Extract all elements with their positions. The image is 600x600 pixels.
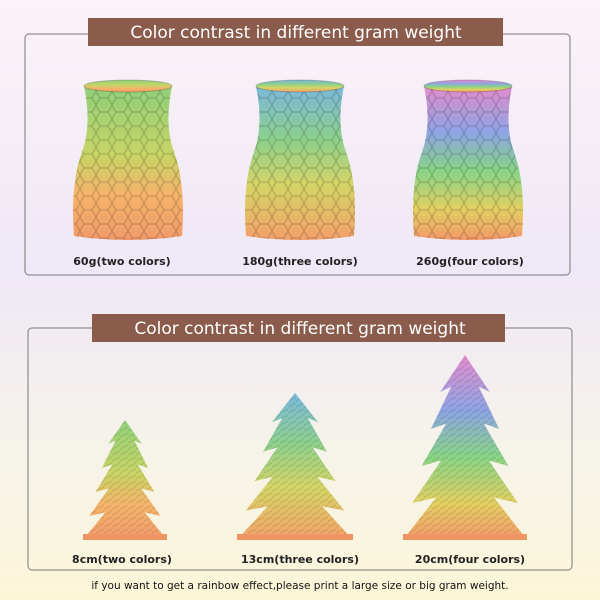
caption: 260g(four colors) [416,255,524,268]
caption: 180g(three colors) [242,255,358,268]
tree-texture [237,393,353,540]
caption: 13cm(three colors) [241,553,359,566]
tree-texture [83,420,167,540]
caption: 8cm(two colors) [72,553,172,566]
vase-texture [245,86,355,240]
tree-texture [403,355,527,540]
title-bar [92,314,505,342]
vase-texture [413,86,523,240]
title-bar [88,18,503,46]
caption: 20cm(four colors) [415,553,525,566]
footer-note: if you want to get a rainbow effect,plea… [91,580,508,592]
vase-texture [73,86,183,240]
section-title: Color contrast in different gram weight [134,319,466,339]
tree-base [403,534,527,540]
product-images [73,79,527,540]
tree-base [83,534,167,540]
caption: 60g(two colors) [73,255,170,268]
section-title: Color contrast in different gram weight [130,23,462,43]
tree-base [237,534,353,540]
vase-rim [255,79,345,93]
vase-rim [423,79,513,93]
vase-rim [83,79,173,93]
